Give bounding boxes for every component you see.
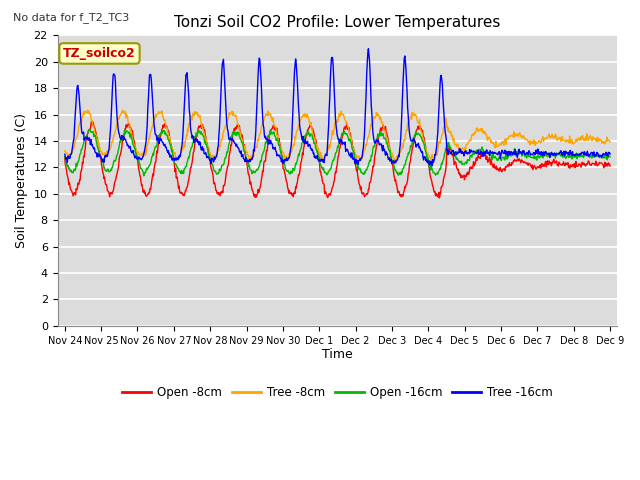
Title: Tonzi Soil CO2 Profile: Lower Temperatures: Tonzi Soil CO2 Profile: Lower Temperatur… [174, 15, 500, 30]
Text: No data for f_T2_TC3: No data for f_T2_TC3 [13, 12, 129, 23]
Legend: Open -8cm, Tree -8cm, Open -16cm, Tree -16cm: Open -8cm, Tree -8cm, Open -16cm, Tree -… [117, 381, 558, 404]
Y-axis label: Soil Temperatures (C): Soil Temperatures (C) [15, 113, 28, 248]
Text: TZ_soilco2: TZ_soilco2 [63, 47, 136, 60]
X-axis label: Time: Time [322, 348, 353, 361]
